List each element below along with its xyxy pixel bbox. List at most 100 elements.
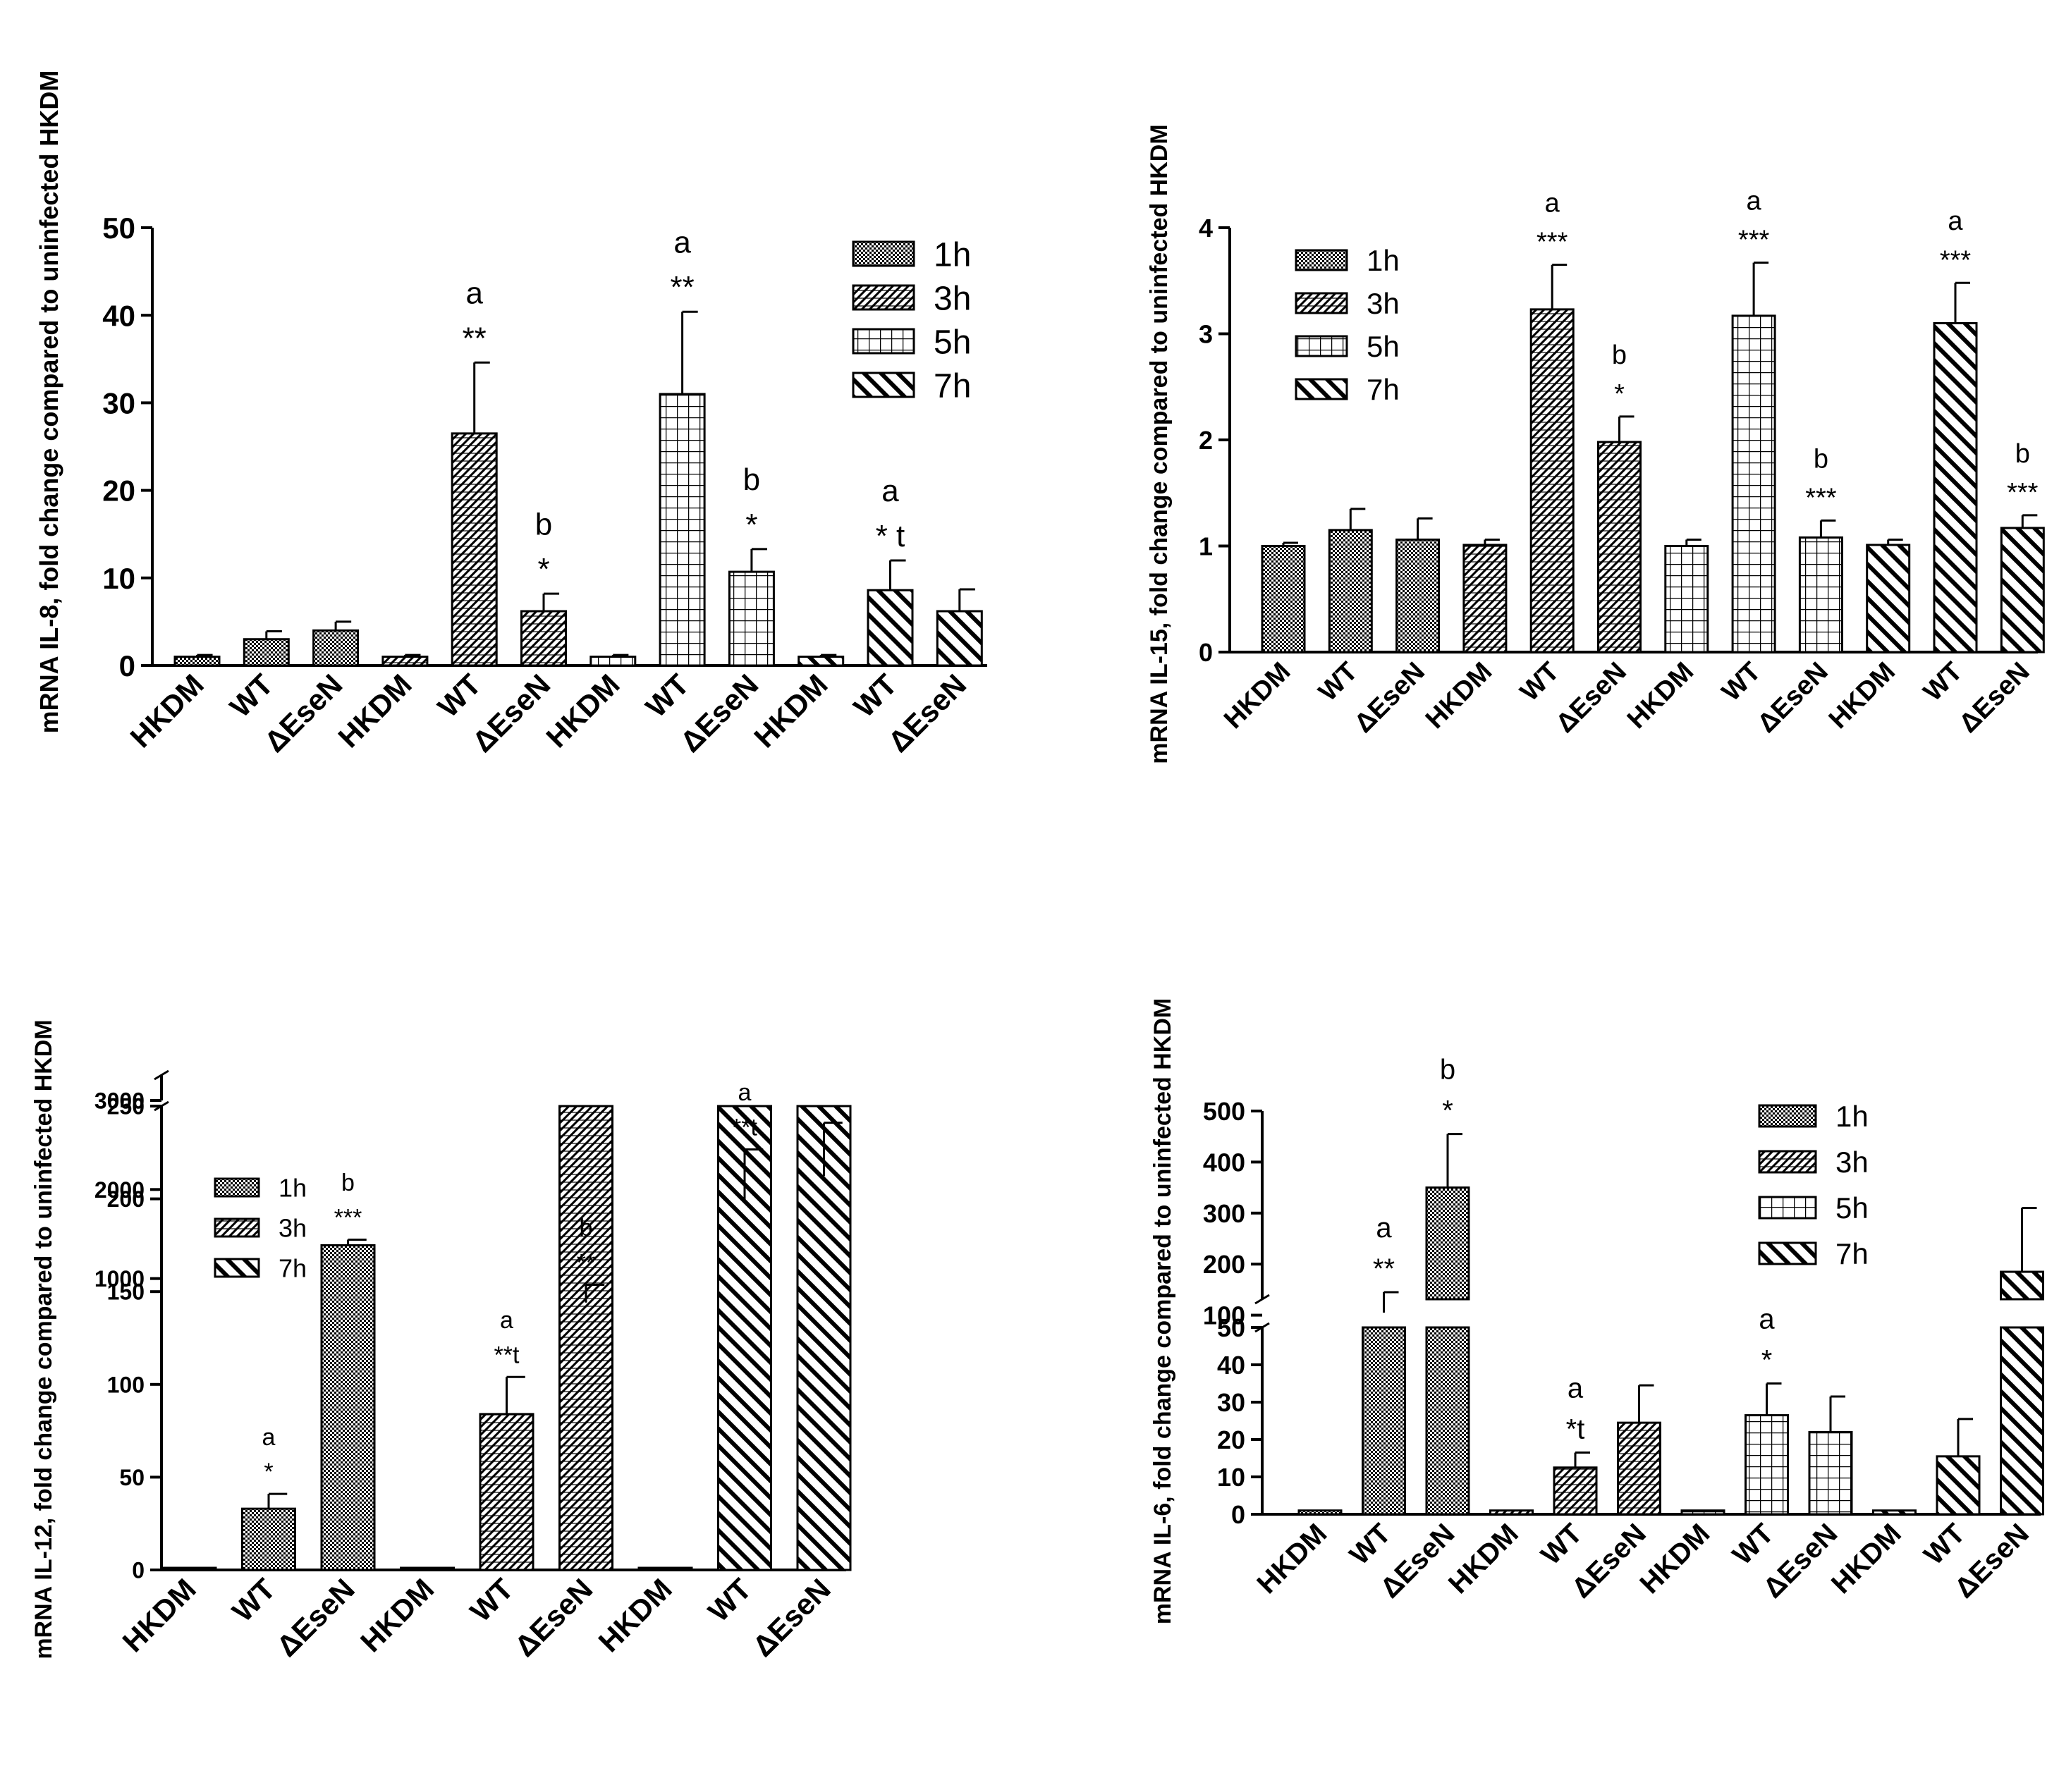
bar — [161, 1566, 217, 1571]
y-tick-label: 300 — [1203, 1199, 1245, 1228]
significance-label: a — [1747, 187, 1762, 216]
bar — [867, 589, 914, 667]
bar — [2000, 527, 2045, 653]
x-tick-label: WT — [432, 668, 488, 724]
bar — [479, 1413, 534, 1571]
legend-swatch — [1295, 335, 1348, 357]
legend-swatch — [214, 1177, 260, 1198]
y-tick-label: 50 — [102, 211, 135, 245]
x-tick-label: ΔEseN — [881, 668, 972, 759]
significance-label: **t — [494, 1342, 520, 1368]
significance-label: b — [341, 1170, 355, 1196]
y-tick-label: 20 — [1217, 1425, 1245, 1454]
y-tick-label: 50 — [119, 1465, 145, 1490]
x-tick-label: ΔEseN — [508, 1572, 599, 1663]
significance-label: a — [738, 1079, 752, 1106]
bar — [1680, 1509, 1725, 1516]
y-tick-label: 200 — [1203, 1250, 1245, 1279]
x-tick-label: HKDM — [124, 668, 210, 754]
bar — [1664, 545, 1709, 653]
legend-swatch — [852, 328, 915, 355]
y-tick-label: 10 — [1217, 1463, 1245, 1492]
legend-label: 7h — [279, 1253, 307, 1282]
legend-label: 1h — [1835, 1100, 1869, 1133]
significance-label: a — [881, 474, 899, 508]
legend-label: 3h — [279, 1213, 307, 1242]
legend-swatch — [1758, 1196, 1817, 1220]
x-tick-label: HKDM — [1251, 1518, 1333, 1600]
x-tick-label: WT — [1344, 1518, 1397, 1571]
y-tick-label: 0 — [119, 649, 135, 682]
legend-swatch — [852, 284, 915, 311]
y-tick-label: 30 — [102, 387, 135, 420]
legend-swatch — [1295, 378, 1348, 400]
x-tick-label: WT — [226, 1572, 282, 1628]
bar — [320, 1244, 376, 1571]
bar — [798, 656, 845, 667]
significance-label: a — [1568, 1373, 1584, 1404]
legend-swatch — [1295, 292, 1348, 314]
bar — [1936, 1455, 1981, 1516]
y-tick-label: 30 — [1217, 1388, 1245, 1417]
y-tick-label: 1000 — [94, 1266, 145, 1291]
y-tick-label: 100 — [1203, 1301, 1245, 1330]
x-tick-label: HKDM — [1443, 1518, 1525, 1600]
x-tick-label: HKDM — [331, 668, 417, 754]
bar — [1328, 529, 1373, 653]
y-tick-label: 50 — [1217, 1313, 1245, 1342]
y-axis-label: mRNA IL-6, fold change compared to uninf… — [1149, 998, 1176, 1624]
chart-panel-2: mRNA IL-15, fold change compared to unin… — [1146, 124, 2045, 764]
x-tick-label: WT — [1918, 1518, 1971, 1571]
x-tick-label: HKDM — [1420, 657, 1498, 735]
bar — [728, 570, 775, 667]
y-tick-label: 0 — [132, 1558, 145, 1583]
x-tick-label: WT — [702, 1572, 758, 1628]
bar — [1617, 1421, 1661, 1516]
significance-label: *** — [334, 1205, 362, 1232]
bar — [1425, 1326, 1470, 1516]
legend-label: 1h — [934, 236, 971, 274]
bar — [1933, 321, 1978, 653]
legend-swatch — [1758, 1150, 1817, 1174]
x-tick-label: WT — [1918, 657, 1968, 707]
significance-label: b — [2015, 439, 2030, 469]
significance-label: b — [743, 462, 760, 497]
x-tick-label: ΔEseN — [746, 1572, 837, 1663]
bar — [243, 638, 290, 667]
significance-label: ** — [1373, 1253, 1395, 1284]
bar — [2000, 1270, 2044, 1301]
bar — [2000, 1326, 2044, 1516]
bar — [796, 1105, 852, 1571]
significance-label: *t — [1566, 1414, 1585, 1445]
x-tick-label: HKDM — [1826, 1518, 1907, 1600]
y-tick-label: 10 — [102, 562, 135, 595]
y-axis-label: mRNA IL-12, fold change compared to unin… — [30, 1019, 57, 1659]
chart-panel-1: mRNA IL-8, fold change compared to uninf… — [35, 70, 987, 759]
x-tick-label: HKDM — [747, 668, 833, 754]
significance-label: a — [1376, 1213, 1392, 1244]
significance-label: b — [1612, 340, 1627, 370]
x-tick-label: WT — [1535, 1518, 1588, 1571]
x-tick-label: HKDM — [1823, 657, 1901, 735]
bar — [241, 1507, 296, 1571]
y-tick-label: 40 — [1217, 1351, 1245, 1380]
bar — [1553, 1466, 1598, 1516]
y-tick-label: 2000 — [94, 1177, 145, 1203]
x-tick-label: WT — [1727, 1518, 1780, 1571]
significance-label: *** — [2007, 478, 2039, 508]
y-tick-label: 2 — [1199, 426, 1213, 455]
y-tick-label: 20 — [102, 474, 135, 508]
bar — [1395, 538, 1441, 653]
x-tick-label: HKDM — [1634, 1518, 1716, 1600]
legend-label: 3h — [934, 280, 971, 317]
bar — [1489, 1509, 1534, 1516]
y-tick-label: 400 — [1203, 1148, 1245, 1177]
significance-label: * — [1442, 1096, 1453, 1127]
significance-label: a — [1545, 189, 1560, 219]
bar — [1297, 1509, 1343, 1516]
legend-label: 3h — [1835, 1146, 1869, 1179]
significance-label: b — [535, 507, 552, 541]
significance-label: *** — [1940, 245, 1972, 275]
y-tick-label: 40 — [102, 299, 135, 332]
significance-label: b — [1814, 444, 1828, 474]
